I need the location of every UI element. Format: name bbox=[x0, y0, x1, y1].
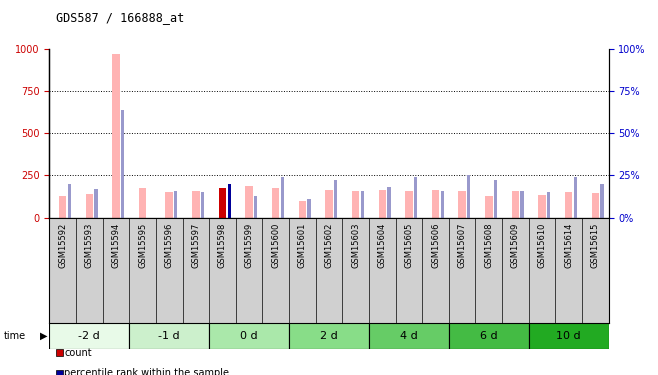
Text: GSM15609: GSM15609 bbox=[511, 223, 520, 268]
Bar bbox=[485, 196, 493, 217]
Bar bbox=[352, 191, 359, 217]
Bar bbox=[334, 180, 338, 218]
Text: 2 d: 2 d bbox=[320, 331, 338, 340]
Bar bbox=[361, 190, 364, 217]
Text: 0 d: 0 d bbox=[240, 331, 258, 340]
Bar bbox=[201, 192, 204, 217]
Text: GSM15607: GSM15607 bbox=[458, 223, 467, 268]
Bar bbox=[299, 201, 306, 217]
Bar bbox=[449, 322, 529, 349]
Bar bbox=[289, 322, 369, 349]
Text: time: time bbox=[3, 331, 26, 340]
Text: count: count bbox=[64, 348, 92, 357]
Text: GDS587 / 166888_at: GDS587 / 166888_at bbox=[56, 11, 184, 24]
Bar bbox=[378, 190, 386, 217]
Bar bbox=[59, 196, 66, 217]
Text: -1 d: -1 d bbox=[159, 331, 180, 340]
Text: GSM15600: GSM15600 bbox=[271, 223, 280, 268]
Bar bbox=[369, 322, 449, 349]
Bar bbox=[49, 322, 129, 349]
Bar bbox=[121, 110, 124, 218]
Text: 10 d: 10 d bbox=[557, 331, 581, 340]
Bar bbox=[538, 195, 545, 217]
Bar bbox=[113, 54, 120, 217]
Bar bbox=[228, 184, 231, 218]
Text: GSM15592: GSM15592 bbox=[58, 223, 67, 268]
Text: GSM15601: GSM15601 bbox=[298, 223, 307, 268]
Bar bbox=[325, 190, 333, 217]
Bar bbox=[174, 190, 178, 217]
Bar bbox=[165, 192, 173, 217]
Bar bbox=[272, 188, 280, 218]
Bar bbox=[459, 191, 466, 217]
Text: GSM15614: GSM15614 bbox=[564, 223, 573, 268]
Bar bbox=[139, 188, 146, 218]
Bar bbox=[209, 322, 289, 349]
Text: GSM15596: GSM15596 bbox=[164, 223, 174, 268]
Bar bbox=[547, 192, 550, 217]
Bar bbox=[574, 177, 577, 218]
Text: GSM15615: GSM15615 bbox=[591, 223, 600, 268]
Text: GSM15605: GSM15605 bbox=[405, 223, 413, 268]
Text: GSM15602: GSM15602 bbox=[324, 223, 334, 268]
Bar bbox=[218, 188, 226, 218]
Bar bbox=[520, 190, 524, 217]
Text: GSM15606: GSM15606 bbox=[431, 223, 440, 268]
Text: GSM15608: GSM15608 bbox=[484, 223, 494, 268]
Bar bbox=[432, 190, 440, 217]
Bar bbox=[529, 322, 609, 349]
Bar bbox=[512, 191, 519, 217]
Text: GSM15593: GSM15593 bbox=[85, 223, 94, 268]
Bar bbox=[565, 192, 572, 217]
Text: GSM15604: GSM15604 bbox=[378, 223, 387, 268]
Bar bbox=[441, 190, 443, 217]
Bar bbox=[192, 191, 199, 217]
Text: 4 d: 4 d bbox=[400, 331, 418, 340]
Bar bbox=[494, 180, 497, 218]
Text: GSM15610: GSM15610 bbox=[538, 223, 547, 268]
Bar bbox=[281, 177, 284, 218]
Bar bbox=[94, 189, 97, 217]
Text: GSM15594: GSM15594 bbox=[111, 223, 120, 268]
Bar bbox=[467, 176, 470, 217]
Bar bbox=[405, 191, 413, 217]
Text: GSM15595: GSM15595 bbox=[138, 223, 147, 268]
Text: GSM15599: GSM15599 bbox=[245, 223, 253, 268]
Bar bbox=[254, 196, 257, 217]
Bar bbox=[414, 177, 417, 218]
Text: GSM15603: GSM15603 bbox=[351, 223, 360, 268]
Text: GSM15597: GSM15597 bbox=[191, 223, 200, 268]
Text: -2 d: -2 d bbox=[78, 331, 100, 340]
Text: percentile rank within the sample: percentile rank within the sample bbox=[64, 368, 229, 375]
Bar bbox=[68, 184, 71, 218]
Bar bbox=[129, 322, 209, 349]
Bar bbox=[388, 187, 390, 218]
Bar bbox=[86, 194, 93, 217]
Bar bbox=[592, 193, 599, 217]
Bar bbox=[307, 199, 311, 217]
Text: 6 d: 6 d bbox=[480, 331, 497, 340]
Text: GSM15598: GSM15598 bbox=[218, 223, 227, 268]
Bar bbox=[245, 186, 253, 218]
Bar bbox=[600, 184, 603, 218]
Text: ▶: ▶ bbox=[39, 331, 47, 340]
